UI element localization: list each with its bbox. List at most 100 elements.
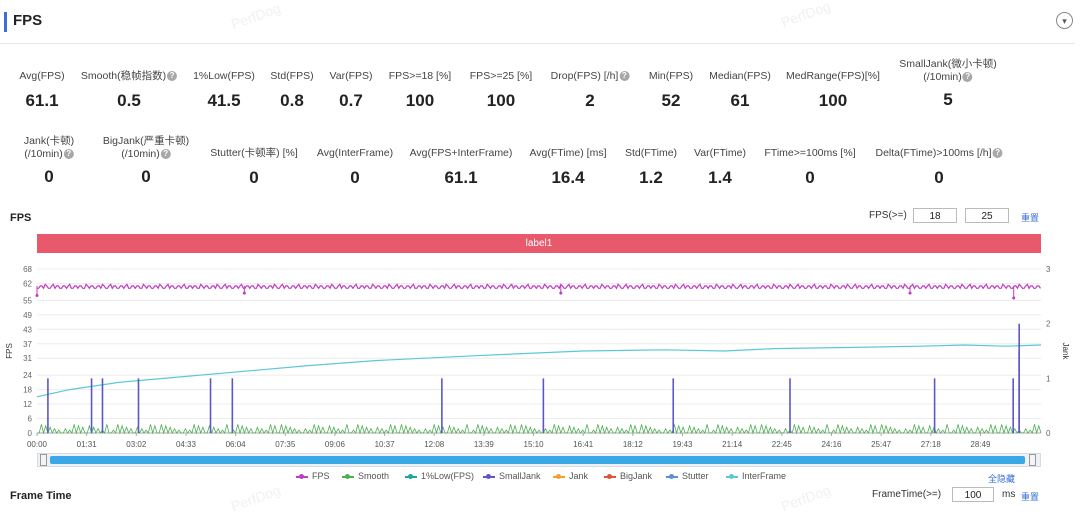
- metric-label-unit-text: (/10min): [923, 71, 962, 83]
- metric-label-text: Min(FPS): [648, 70, 694, 82]
- legend-swatch-icon: [296, 473, 308, 479]
- metric-label-text: Std(FPS): [270, 70, 314, 82]
- metric-label: Stutter(卡顿率) [%]: [210, 147, 298, 160]
- metric-label: Median(FPS): [709, 70, 771, 83]
- metric-label-text: Std(FTime): [624, 147, 678, 159]
- frame-time-threshold-input[interactable]: 100: [952, 487, 994, 502]
- help-icon[interactable]: ?: [160, 149, 171, 160]
- metric-card: Std(FTime) 1.2: [625, 147, 677, 188]
- metric-label-text: Smooth(稳帧指数): [80, 70, 167, 82]
- metric-card: Jank(卡顿) (/10min)? 0: [24, 135, 74, 187]
- fps-threshold-input-2[interactable]: 25: [965, 208, 1009, 223]
- metric-label: Min(FPS): [649, 70, 693, 83]
- series-smooth-line: [37, 424, 1042, 435]
- metric-label: Std(FPS): [270, 70, 313, 83]
- metric-label-text: Stutter(卡顿率) [%]: [210, 147, 298, 159]
- metric-label-text: MedRange(FPS)[%]: [786, 70, 880, 82]
- help-icon[interactable]: ?: [962, 72, 973, 83]
- timeline-scroll-range[interactable]: [50, 456, 1025, 464]
- y-tick-label: 31: [23, 354, 32, 363]
- watermark: PerfDog: [778, 481, 833, 514]
- help-icon[interactable]: ?: [167, 71, 178, 82]
- fps-reset-link[interactable]: 重置: [1021, 213, 1040, 223]
- help-icon[interactable]: ?: [63, 149, 74, 160]
- legend-item[interactable]: Smooth: [342, 471, 389, 481]
- metric-label: MedRange(FPS)[%]: [786, 70, 880, 83]
- y-tick-label: 62: [23, 279, 32, 288]
- metric-card: Avg(FTime) [ms] 16.4: [529, 147, 606, 188]
- metric-card: FTime>=100ms [%] 0: [764, 147, 855, 188]
- metric-value: 5: [943, 90, 953, 109]
- metric-value: 61.1: [444, 168, 478, 187]
- metric-value: 1.2: [639, 168, 663, 187]
- metric-label-text: Var(FPS): [329, 70, 373, 82]
- metric-label: Var(FPS): [330, 70, 373, 83]
- x-tick-label: 15:10: [524, 440, 545, 449]
- y2-tick-label: 3: [1046, 265, 1051, 274]
- legend-item[interactable]: 1%Low(FPS): [405, 471, 474, 481]
- timeline-left-handle[interactable]: [40, 454, 47, 466]
- hide-all-series-link[interactable]: 全隐藏: [988, 474, 1016, 484]
- fps-drop-point: [1012, 296, 1016, 300]
- legend-item[interactable]: InterFrame: [726, 471, 786, 481]
- help-icon[interactable]: ?: [992, 148, 1003, 159]
- legend-item[interactable]: Stutter: [666, 471, 709, 481]
- y-tick-label: 12: [23, 400, 32, 409]
- frame-time-reset-link[interactable]: 重置: [1021, 492, 1040, 502]
- metric-value: 0: [141, 167, 151, 186]
- metric-card: MedRange(FPS)[%] 100: [786, 70, 880, 111]
- x-tick-label: 18:12: [623, 440, 644, 449]
- legend-label: Smooth: [358, 471, 390, 481]
- collapse-toggle-button[interactable]: ▾: [1056, 12, 1073, 29]
- metric-label: 1%Low(FPS): [193, 70, 255, 83]
- help-icon[interactable]: ?: [619, 71, 630, 82]
- metric-card: Avg(InterFrame) 0: [317, 147, 393, 188]
- metric-label: SmallJank(微小卡顿): [899, 58, 996, 71]
- metric-label-text: Median(FPS): [709, 70, 771, 82]
- fps-threshold-input-1[interactable]: 18: [913, 208, 957, 223]
- legend-label: Stutter: [682, 471, 709, 481]
- metric-value: 100: [486, 91, 516, 110]
- metric-label: Smooth(稳帧指数)?: [80, 70, 178, 83]
- fps-threshold-label: FPS(>=): [869, 210, 907, 221]
- metric-value: 61.1: [25, 91, 59, 110]
- metric-label-text: Var(FTime): [694, 147, 746, 159]
- metric-card: FPS>=25 [%] 100: [470, 70, 532, 111]
- metric-label: Avg(FPS+InterFrame): [410, 147, 513, 160]
- legend-swatch-icon: [666, 473, 678, 479]
- label-banner[interactable]: label1: [37, 234, 1041, 253]
- y-tick-label: 18: [23, 386, 32, 395]
- metric-label-text: Delta(FTime)>100ms [/h]: [875, 147, 992, 159]
- metric-card: Drop(FPS) [/h]? 2: [551, 70, 630, 111]
- metric-card: Var(FPS) 0.7: [330, 70, 373, 111]
- y-tick-label: 49: [23, 311, 32, 320]
- metric-card: SmallJank(微小卡顿) (/10min)? 5: [899, 58, 996, 110]
- metric-label: Std(FTime): [625, 147, 677, 160]
- fps-drop-point: [242, 291, 246, 295]
- y-tick-label: 37: [23, 340, 32, 349]
- metric-label: Avg(FPS): [19, 70, 64, 83]
- metric-label-text: FPS>=18 [%]: [388, 70, 452, 82]
- legend-label: SmallJank: [499, 471, 541, 481]
- watermark: PerfDog: [228, 481, 283, 514]
- metric-card: Delta(FTime)>100ms [/h]? 0: [875, 147, 1003, 188]
- legend-item[interactable]: BigJank: [604, 471, 652, 481]
- metric-value: 0.8: [280, 91, 304, 110]
- y2-tick-label: 0: [1046, 429, 1051, 438]
- page-title: FPS: [13, 12, 43, 29]
- metric-card: FPS>=18 [%] 100: [389, 70, 451, 111]
- legend-item[interactable]: SmallJank: [483, 471, 541, 481]
- y-tick-label: 6: [28, 415, 33, 424]
- x-tick-label: 06:04: [226, 440, 247, 449]
- legend-swatch-icon: [553, 473, 565, 479]
- metric-value: 52: [661, 91, 681, 110]
- y-tick-label: 68: [23, 265, 32, 274]
- legend-item[interactable]: FPS: [296, 471, 330, 481]
- timeline-right-handle[interactable]: [1029, 454, 1036, 466]
- metric-label-text: Avg(InterFrame): [316, 147, 394, 159]
- metric-label-unit: (/10min)?: [899, 71, 996, 84]
- metric-value: 2: [585, 91, 595, 110]
- series-interframe-line: [36, 344, 1042, 398]
- metric-value: 100: [818, 91, 848, 110]
- legend-item[interactable]: Jank: [553, 471, 588, 481]
